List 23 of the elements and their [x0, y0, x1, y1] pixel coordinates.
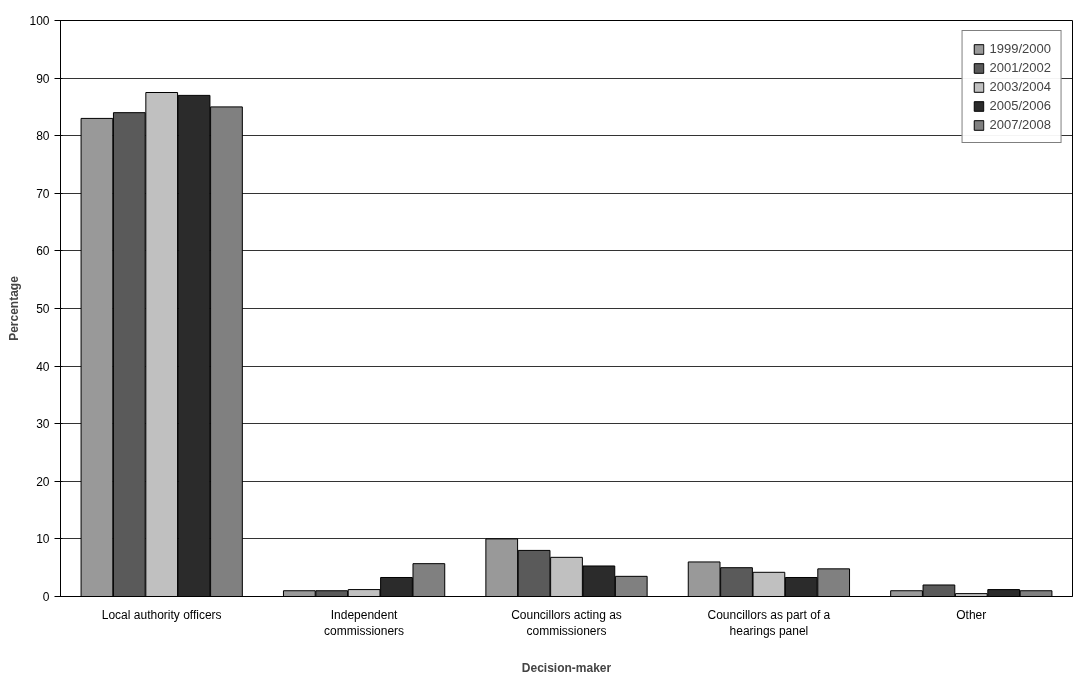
y-axis-title: Percentage	[7, 275, 22, 341]
x-tick-label: Independent commissioners	[324, 607, 405, 639]
legend-label: 2001/2002	[989, 60, 1051, 75]
y-tick-label: 70	[36, 186, 50, 201]
legend-label: 2003/2004	[989, 79, 1051, 94]
x-tick-label: Other	[956, 607, 987, 622]
y-tick-label: 60	[36, 244, 50, 259]
x-tick-label: Local authority officers	[101, 607, 222, 622]
y-tick-label: 30	[36, 417, 50, 432]
x-tick-label: Councillors as part of a hearings panel	[707, 607, 831, 639]
y-tick-label: 80	[36, 129, 50, 144]
y-tick-label: 20	[36, 474, 50, 489]
legend-label: 1999/2000	[989, 41, 1051, 56]
y-tick-label: 10	[36, 532, 50, 547]
x-axis-title: Decision-maker	[521, 661, 612, 676]
legend-label: 2007/2008	[989, 117, 1051, 132]
legend-label: 2005/2006	[989, 98, 1051, 113]
y-tick-label: 90	[36, 71, 50, 86]
y-tick-label: 0	[42, 590, 50, 604]
y-tick-label: 100	[29, 14, 50, 28]
y-tick-label: 40	[36, 359, 50, 374]
y-tick-label: 50	[36, 302, 50, 316]
x-tick-label: Councillors acting as commissioners	[511, 607, 622, 639]
